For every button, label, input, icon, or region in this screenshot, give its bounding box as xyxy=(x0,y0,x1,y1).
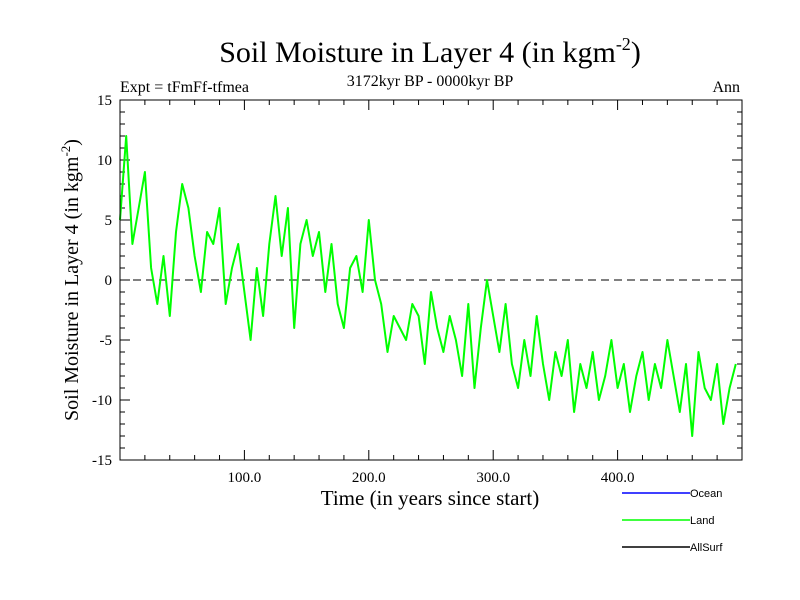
y-tick-label: 0 xyxy=(105,273,113,289)
series-line-land xyxy=(119,135,737,437)
chart-subtitle: 3172kyr BP - 0000kyr BP xyxy=(347,73,514,90)
experiment-label: Expt = tFmFf-tfmea xyxy=(120,79,249,96)
y-axis-label: Soil Moisture in Layer 4 (in kgm-2) xyxy=(58,139,83,421)
y-tick-label: 10 xyxy=(97,153,112,169)
legend: Ocean Land AllSurf xyxy=(622,488,723,554)
x-tick-label: 300.0 xyxy=(476,470,510,486)
y-tick-label: -15 xyxy=(92,453,112,469)
legend-label-allsurf: AllSurf xyxy=(690,542,723,554)
legend-label-land: Land xyxy=(690,515,714,527)
y-tick-label: 5 xyxy=(105,213,113,229)
y-tick-label: -5 xyxy=(100,333,113,349)
legend-label-ocean: Ocean xyxy=(690,488,722,500)
axis-tick-labels: 100.0 200.0 300.0 400.0 15 10 5 0 -5 -10 -15 xyxy=(92,93,634,486)
axis-ticks xyxy=(120,100,742,460)
y-tick-label: -10 xyxy=(92,393,112,409)
x-axis-label: Time (in years since start) xyxy=(321,486,540,510)
x-tick-label: 400.0 xyxy=(601,470,635,486)
x-tick-label: 100.0 xyxy=(228,470,262,486)
data-series xyxy=(119,135,737,437)
plot-frame xyxy=(119,99,743,461)
season-label: Ann xyxy=(712,79,740,96)
chart-title: Soil Moisture in Layer 4 (in kgm-2) xyxy=(219,34,641,69)
y-tick-label: 15 xyxy=(97,93,112,109)
x-tick-label: 200.0 xyxy=(352,470,386,486)
